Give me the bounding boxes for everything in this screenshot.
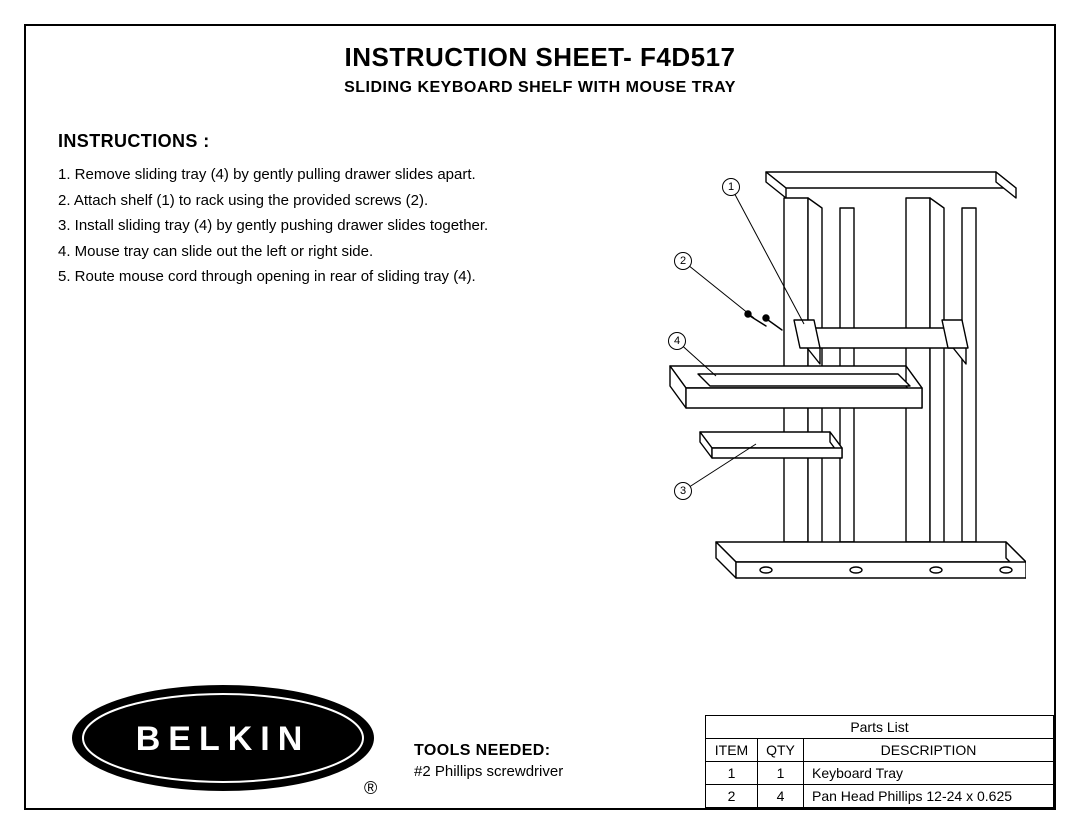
table-row: Parts List [706, 716, 1054, 739]
callout-4: 4 [668, 332, 686, 350]
col-header-qty: QTY [758, 739, 804, 762]
callout-3: 3 [674, 482, 692, 500]
col-header-desc: DESCRIPTION [804, 739, 1054, 762]
table-row: 2 4 Pan Head Phillips 12-24 x 0.625 [706, 785, 1054, 808]
belkin-logo: BELKIN ® [68, 668, 378, 798]
col-header-item: ITEM [706, 739, 758, 762]
table-row: ITEM QTY DESCRIPTION [706, 739, 1054, 762]
cell-item: 2 [706, 785, 758, 808]
table-row: 1 1 Keyboard Tray [706, 762, 1054, 785]
cell-item: 1 [706, 762, 758, 785]
parts-list-table: Parts List ITEM QTY DESCRIPTION 1 1 Keyb… [705, 715, 1054, 808]
page-subtitle: SLIDING KEYBOARD SHELF WITH MOUSE TRAY [26, 79, 1054, 97]
assembly-diagram: 1 2 4 3 [606, 142, 1026, 622]
cell-desc: Keyboard Tray [804, 762, 1054, 785]
cell-qty: 1 [758, 762, 804, 785]
registered-mark: ® [364, 778, 377, 798]
callout-2: 2 [674, 252, 692, 270]
rack-svg [606, 142, 1026, 622]
tools-text: #2 Phillips screwdriver [414, 763, 563, 780]
page-frame: INSTRUCTION SHEET- F4D517 SLIDING KEYBOA… [24, 24, 1056, 810]
callout-1: 1 [722, 178, 740, 196]
parts-list-caption: Parts List [706, 716, 1054, 739]
cell-qty: 4 [758, 785, 804, 808]
tools-heading: TOOLS NEEDED: [414, 742, 550, 760]
logo-text: BELKIN [136, 720, 311, 758]
cell-desc: Pan Head Phillips 12-24 x 0.625 [804, 785, 1054, 808]
belkin-logo-svg: BELKIN ® [68, 668, 378, 798]
page-title: INSTRUCTION SHEET- F4D517 [26, 42, 1054, 73]
